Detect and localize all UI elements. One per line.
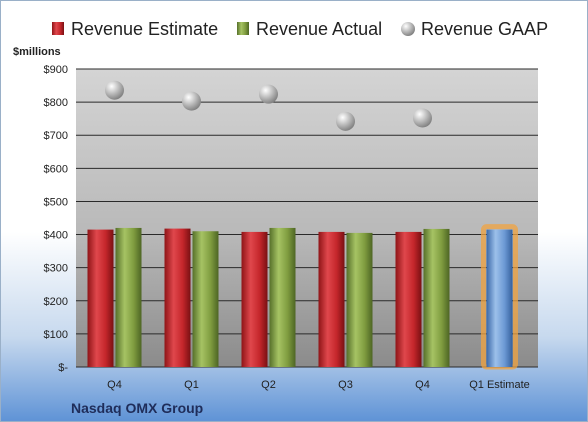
y-axis-tick-labels: $- $100 $200 $300 $400 $500 $600 $700 $800 $900 bbox=[44, 64, 69, 374]
legend-swatch-actual bbox=[237, 22, 249, 35]
legend-item-gaap: Revenue GAAP bbox=[401, 19, 548, 39]
y-tick-label: $400 bbox=[44, 230, 68, 242]
bar-revenue-estimate bbox=[318, 231, 345, 367]
y-tick-label: $600 bbox=[44, 163, 68, 175]
x-tick-label: Q1 bbox=[184, 379, 199, 391]
legend-item-estimate: Revenue Estimate bbox=[52, 19, 218, 39]
gaap-marker bbox=[336, 111, 355, 131]
legend-swatch-gaap bbox=[401, 22, 415, 36]
legend-label-actual: Revenue Actual bbox=[256, 19, 382, 39]
y-tick-label: $200 bbox=[44, 296, 68, 308]
bars bbox=[87, 224, 518, 370]
bar-revenue-actual bbox=[115, 227, 142, 367]
legend-label-gaap: Revenue GAAP bbox=[421, 19, 548, 39]
gaap-marker bbox=[105, 80, 124, 100]
bar-revenue-actual bbox=[346, 232, 373, 367]
y-tick-label: $300 bbox=[44, 263, 68, 275]
y-tick-label: $900 bbox=[44, 64, 68, 76]
x-tick-label: Q4 bbox=[415, 379, 430, 391]
legend-item-actual: Revenue Actual bbox=[237, 19, 382, 39]
gaap-marker bbox=[182, 91, 201, 111]
gaap-marker bbox=[259, 84, 278, 104]
y-tick-label: $500 bbox=[44, 196, 68, 208]
bar-revenue-estimate bbox=[164, 228, 191, 367]
bar-revenue-estimate bbox=[241, 231, 268, 367]
x-tick-label: Q2 bbox=[261, 379, 276, 391]
x-tick-label: Q3 bbox=[338, 379, 353, 391]
bar-revenue-actual bbox=[192, 231, 219, 367]
bar-revenue-estimate bbox=[395, 231, 422, 367]
gaap-markers bbox=[105, 80, 432, 131]
legend-swatch-estimate bbox=[52, 22, 64, 35]
bar-revenue-estimate bbox=[87, 229, 114, 367]
bar-revenue-actual bbox=[269, 227, 296, 367]
y-tick-label: $700 bbox=[44, 130, 68, 142]
y-tick-label: $100 bbox=[44, 329, 68, 341]
gridlines bbox=[76, 68, 538, 368]
company-label: Nasdaq OMX Group bbox=[71, 400, 203, 416]
bar-revenue-actual bbox=[423, 228, 450, 367]
legend: Revenue Estimate Revenue Actual Revenue … bbox=[52, 19, 548, 39]
y-tick-label: $- bbox=[58, 362, 68, 374]
legend-label-estimate: Revenue Estimate bbox=[71, 19, 218, 39]
y-axis-unit-label: $millions bbox=[13, 46, 61, 58]
x-axis-tick-labels: Q4 Q1 Q2 Q3 Q4 Q1 Estimate bbox=[107, 379, 530, 391]
x-tick-label: Q1 Estimate bbox=[469, 379, 530, 391]
bar-q1-estimate bbox=[486, 229, 513, 367]
y-tick-label: $800 bbox=[44, 97, 68, 109]
x-tick-label: Q4 bbox=[107, 379, 122, 391]
plot-area bbox=[76, 69, 538, 367]
gaap-marker bbox=[413, 108, 432, 128]
